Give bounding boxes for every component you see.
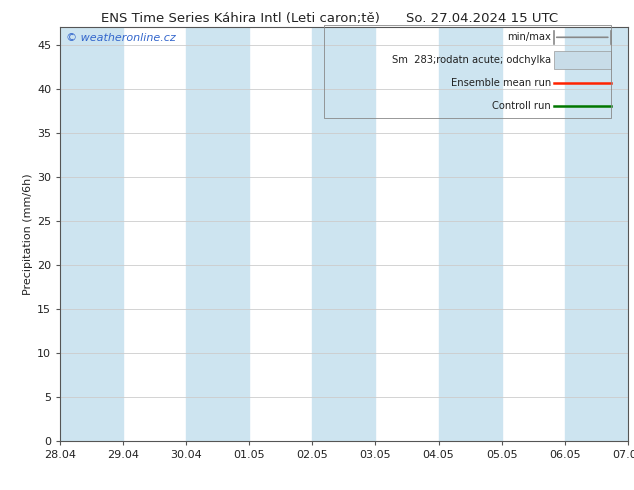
Bar: [565, 27, 628, 441]
Text: Ensemble mean run: Ensemble mean run: [451, 78, 551, 88]
Bar: [324, 25, 611, 118]
Text: So. 27.04.2024 15 UTC: So. 27.04.2024 15 UTC: [406, 12, 558, 25]
Y-axis label: Precipitation (mm/6h): Precipitation (mm/6h): [23, 173, 33, 295]
Bar: [60, 27, 123, 441]
Text: Controll run: Controll run: [493, 100, 551, 111]
Text: ENS Time Series Káhira Intl (Leti caron;tě): ENS Time Series Káhira Intl (Leti caron;…: [101, 12, 380, 25]
Text: min/max: min/max: [507, 32, 551, 42]
FancyBboxPatch shape: [554, 51, 611, 69]
Bar: [186, 27, 249, 441]
Text: Sm  283;rodatn acute; odchylka: Sm 283;rodatn acute; odchylka: [392, 55, 551, 65]
Bar: [313, 27, 375, 441]
Bar: [439, 27, 501, 441]
Text: © weatheronline.cz: © weatheronline.cz: [66, 33, 176, 43]
